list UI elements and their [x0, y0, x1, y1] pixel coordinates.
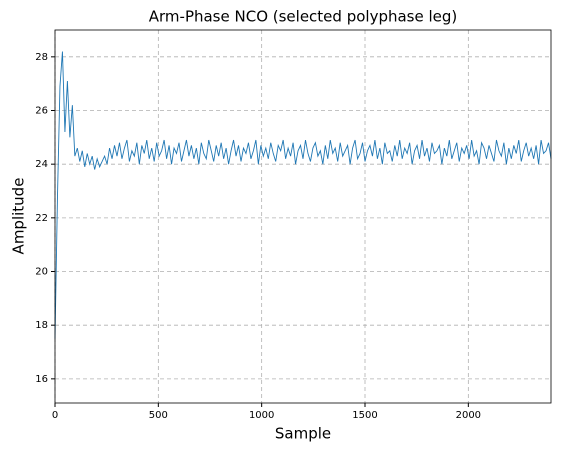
y-tick-label: 20: [35, 267, 48, 278]
y-tick-label: 24: [35, 159, 48, 170]
y-tick-label: 22: [35, 213, 48, 224]
y-tick-label: 18: [35, 320, 48, 331]
y-tick-label: 28: [35, 52, 48, 63]
x-tick-label: 500: [149, 410, 168, 421]
data-line: [54, 51, 552, 339]
y-tick-label: 16: [35, 374, 48, 385]
x-tick-label: 1500: [352, 410, 377, 421]
y-tick-label: 26: [35, 106, 48, 117]
chart-title: Arm-Phase NCO (selected polyphase leg): [149, 8, 458, 26]
x-tick-label: 1000: [249, 410, 274, 421]
x-tick-label: 0: [52, 410, 58, 421]
y-axis-label: Amplitude: [10, 178, 28, 255]
x-axis-label: Sample: [275, 425, 331, 443]
plot-frame: [54, 29, 552, 404]
x-tick-label: 2000: [456, 410, 481, 421]
